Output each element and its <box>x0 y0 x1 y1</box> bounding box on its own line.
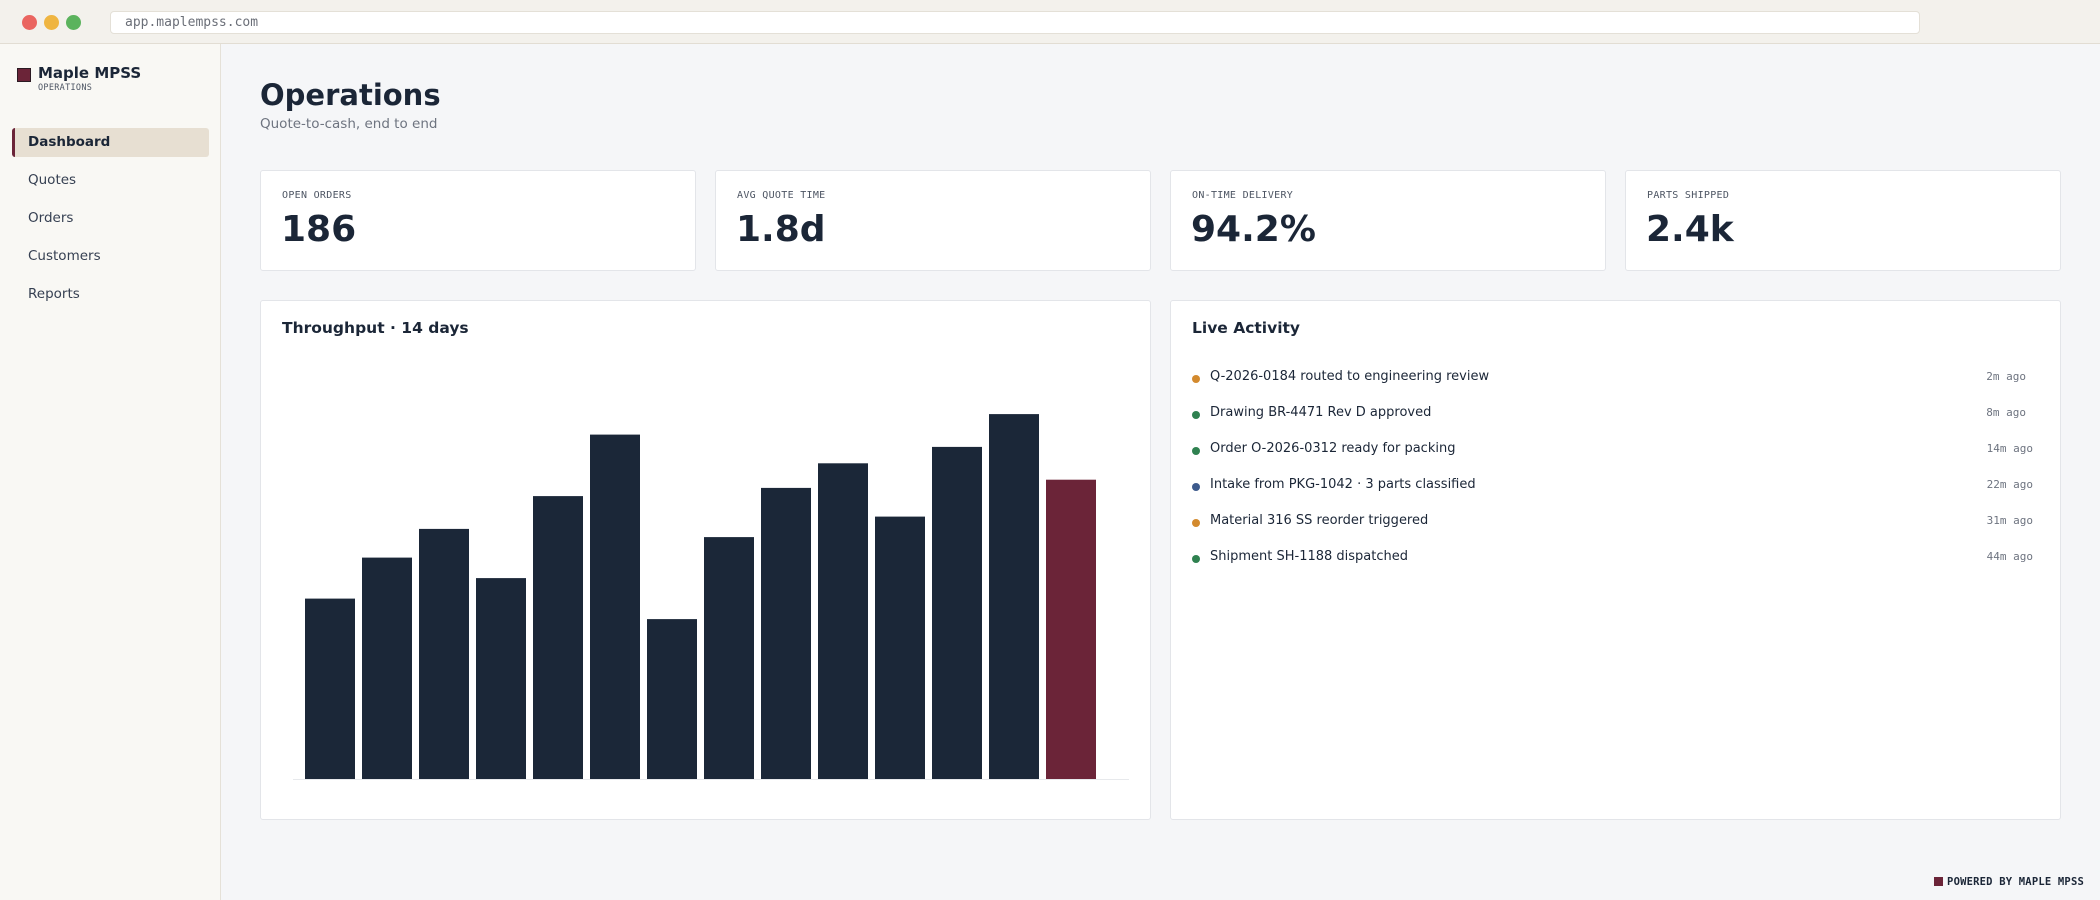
chart-bar[interactable] <box>761 487 811 779</box>
activity-time: 22m ago <box>1986 478 2033 491</box>
activity-text: Order O-2026-0312 ready for packing <box>1210 441 1456 456</box>
browser-toolbar: app.maplempss.com <box>0 0 2100 44</box>
status-dot-icon <box>1192 555 1200 563</box>
kpi-label: AVG QUOTE TIME <box>737 190 826 201</box>
activity-time: 8m ago <box>1986 406 2026 419</box>
chart-bar[interactable] <box>305 598 355 779</box>
sidebar-item-orders[interactable]: Orders <box>28 210 74 226</box>
kpi-card-parts-shipped: PARTS SHIPPED 2.4k <box>1625 170 2061 271</box>
kpi-label: OPEN ORDERS <box>282 190 352 201</box>
kpi-value: 1.8d <box>736 209 826 250</box>
status-dot-icon <box>1192 519 1200 527</box>
chart-bar[interactable] <box>647 619 697 779</box>
sidebar-item-reports[interactable]: Reports <box>28 286 80 302</box>
kpi-value: 94.2% <box>1191 209 1316 250</box>
activity-time: 31m ago <box>1986 514 2033 527</box>
live-activity-title: Live Activity <box>1192 319 1301 337</box>
brand-logo-icon <box>17 68 31 82</box>
throughput-panel: Throughput · 14 days <box>260 300 1151 820</box>
activity-item[interactable]: Q-2026-0184 routed to engineering review… <box>1192 368 2047 388</box>
activity-text: Q-2026-0184 routed to engineering review <box>1210 369 1490 384</box>
close-window-button[interactable] <box>22 15 37 30</box>
throughput-bar-chart <box>293 414 1129 780</box>
address-bar[interactable]: app.maplempss.com <box>110 11 1920 34</box>
kpi-card-open-orders: OPEN ORDERS 186 <box>260 170 696 271</box>
chart-bar[interactable] <box>989 414 1039 779</box>
chart-bar[interactable] <box>875 516 925 779</box>
kpi-label: ON-TIME DELIVERY <box>1192 190 1294 201</box>
kpi-card-avg-quote-time: AVG QUOTE TIME 1.8d <box>715 170 1151 271</box>
live-activity-panel: Live Activity Q-2026-0184 routed to engi… <box>1170 300 2061 820</box>
powered-by-text: POWERED BY MAPLE MPSS <box>1947 876 2084 888</box>
page-title: Operations <box>260 78 441 112</box>
activity-item[interactable]: Material 316 SS reorder triggered 31m ag… <box>1192 512 2047 532</box>
sidebar-item-dashboard[interactable]: Dashboard <box>12 128 209 157</box>
status-dot-icon <box>1192 447 1200 455</box>
maximize-window-button[interactable] <box>66 15 81 30</box>
chart-bar[interactable] <box>704 537 754 779</box>
sidebar: Maple MPSS OPERATIONS Dashboard Quotes O… <box>0 44 221 900</box>
chart-bar[interactable] <box>362 557 412 779</box>
activity-text: Material 316 SS reorder triggered <box>1210 513 1429 528</box>
chart-bar[interactable] <box>419 528 469 779</box>
activity-item[interactable]: Shipment SH-1188 dispatched 44m ago <box>1192 548 2047 568</box>
chart-bar[interactable] <box>932 446 982 779</box>
activity-item[interactable]: Intake from PKG-1042 · 3 parts classifie… <box>1192 476 2047 496</box>
sidebar-item-customers[interactable]: Customers <box>28 248 101 264</box>
activity-text: Intake from PKG-1042 · 3 parts classifie… <box>1210 477 1476 492</box>
chart-bar[interactable] <box>818 463 868 779</box>
status-dot-icon <box>1192 483 1200 491</box>
chart-bar[interactable] <box>1046 479 1096 779</box>
sidebar-nav: Dashboard Quotes Orders Customers Report… <box>12 128 209 318</box>
chart-bar[interactable] <box>533 496 583 779</box>
status-dot-icon <box>1192 411 1200 419</box>
activity-text: Drawing BR-4471 Rev D approved <box>1210 405 1432 420</box>
minimize-window-button[interactable] <box>44 15 59 30</box>
kpi-value: 186 <box>281 209 357 250</box>
activity-time: 44m ago <box>1986 550 2033 563</box>
throughput-title: Throughput · 14 days <box>282 319 469 337</box>
activity-text: Shipment SH-1188 dispatched <box>1210 549 1409 564</box>
kpi-value: 2.4k <box>1646 209 1734 250</box>
status-dot-icon <box>1192 375 1200 383</box>
kpi-label: PARTS SHIPPED <box>1647 190 1730 201</box>
sidebar-item-quotes[interactable]: Quotes <box>28 172 77 188</box>
brand-logo-icon <box>1934 877 1944 886</box>
kpi-card-on-time-delivery: ON-TIME DELIVERY 94.2% <box>1170 170 1606 271</box>
chart-bar[interactable] <box>590 434 640 779</box>
chart-bar[interactable] <box>476 578 526 779</box>
activity-time: 2m ago <box>1986 370 2026 383</box>
activity-item[interactable]: Order O-2026-0312 ready for packing 14m … <box>1192 440 2047 460</box>
powered-by-badge: POWERED BY MAPLE MPSS <box>1934 876 2084 888</box>
brand-subtitle: OPERATIONS <box>38 83 93 93</box>
page-subtitle: Quote-to-cash, end to end <box>260 116 438 132</box>
activity-time: 14m ago <box>1986 442 2033 455</box>
activity-item[interactable]: Drawing BR-4471 Rev D approved 8m ago <box>1192 404 2047 424</box>
brand-name: Maple MPSS <box>38 64 142 82</box>
